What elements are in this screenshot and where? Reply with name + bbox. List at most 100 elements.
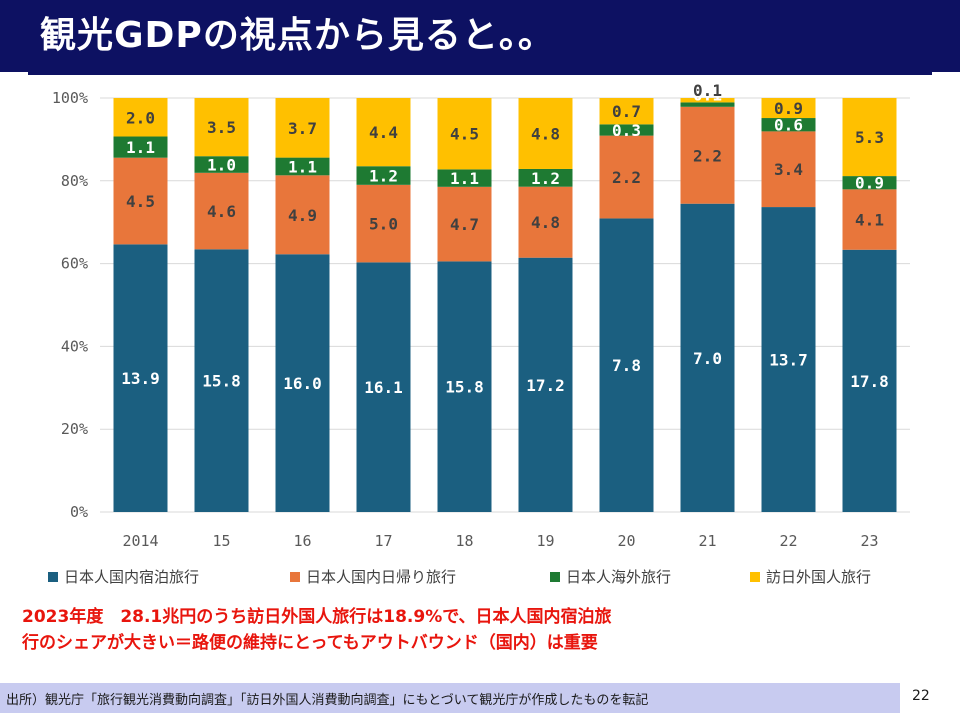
data-label: 4.1 — [855, 211, 884, 230]
source-text: 出所）観光庁「旅行観光消費動向調査」「訪日外国人消費動向調査」にもとづいて観光庁… — [6, 693, 649, 708]
bar-segment — [518, 168, 573, 187]
data-label: 17.8 — [850, 372, 889, 391]
legend-swatch — [48, 572, 58, 582]
data-label: 4.6 — [207, 202, 236, 221]
legend-swatch — [290, 572, 300, 582]
bar-segment — [275, 98, 330, 158]
bar-segment — [113, 157, 168, 245]
legend-label: 日本人国内日帰り旅行 — [306, 568, 456, 586]
bar-segment — [275, 157, 330, 176]
bar-segment — [680, 106, 735, 204]
legend-swatch — [550, 572, 560, 582]
data-label: 1.1 — [126, 138, 155, 157]
bar-segment — [437, 169, 492, 187]
bar-layer — [113, 98, 897, 513]
bar-segment — [680, 203, 735, 512]
data-label: 4.8 — [531, 124, 560, 143]
page-number: 22 — [912, 688, 930, 704]
x-tick-label: 16 — [293, 532, 311, 550]
data-label: 0.6 — [774, 116, 803, 135]
data-label: 2.2 — [612, 168, 641, 187]
data-label: 4.8 — [531, 213, 560, 232]
bar-segment — [113, 244, 168, 513]
bar-segment — [599, 98, 654, 125]
data-label: 2.0 — [126, 108, 155, 127]
title-bar: 観光GDPの視点から見ると。。 — [0, 0, 960, 72]
y-tick-label: 100% — [52, 89, 88, 107]
bar-segment — [437, 186, 492, 262]
bar-segment — [356, 184, 411, 263]
x-tick-label: 20 — [617, 532, 635, 550]
y-tick-label: 0% — [70, 503, 88, 521]
bar-segment — [437, 261, 492, 512]
bar-segment — [842, 98, 897, 177]
bar-segment — [356, 166, 411, 185]
data-label-layer: 13.9 4.5 1.1 2.0 15.8 4.6 1.0 3.5 16.0 4.9 1.1 3.7 1… — [121, 81, 889, 397]
bar-segment — [842, 189, 897, 250]
source-bar: 出所）観光庁「旅行観光消費動向調査」「訪日外国人消費動向調査」にもとづいて観光庁… — [0, 683, 900, 713]
bar-segment — [761, 207, 816, 512]
data-label: 1.1 — [450, 169, 479, 188]
data-label: 0.9 — [774, 99, 803, 118]
stacked-bar-chart: 13.9 4.5 1.1 2.0 15.8 4.6 1.0 3.5 16.0 4.9 1.1 3.7 1… — [48, 81, 910, 586]
data-label: 7.0 — [693, 349, 722, 368]
bar-segment — [518, 257, 573, 512]
x-tick-label: 21 — [698, 532, 716, 550]
legend-label: 訪日外国人旅行 — [766, 568, 871, 586]
data-label: 1.0 — [207, 156, 236, 175]
summary-note: 2023年度 28.1兆円のうち訪日外国人旅行は18.9%で、日本人国内宿泊旅 … — [22, 604, 612, 656]
y-tick-label: 40% — [61, 337, 88, 355]
data-label: 1.1 — [288, 157, 317, 176]
data-label: 13.7 — [769, 351, 808, 370]
bar-segment — [356, 98, 411, 167]
bar-segment — [275, 175, 330, 255]
bar-segment — [761, 98, 816, 119]
bar-segment — [518, 186, 573, 258]
x-tick-label: 23 — [860, 532, 878, 550]
x-tick-label: 18 — [455, 532, 473, 550]
data-label: 0.1 — [693, 81, 722, 100]
x-tick-label: 19 — [536, 532, 554, 550]
legend-label: 日本人国内宿泊旅行 — [64, 568, 199, 586]
bar-segment — [194, 156, 249, 173]
x-tick-label: 17 — [374, 532, 392, 550]
y-tick-label: 20% — [61, 420, 88, 438]
legend-label: 日本人海外旅行 — [566, 568, 671, 586]
bar-segment — [680, 98, 735, 103]
bar-segment — [599, 135, 654, 219]
bar-segment — [194, 172, 249, 250]
data-label: 16.0 — [283, 374, 322, 393]
legend: 日本人国内宿泊旅行 日本人国内日帰り旅行 日本人海外旅行 訪日外国人旅行 — [48, 568, 871, 586]
x-tick-label: 2014 — [122, 532, 158, 550]
data-label: 13.9 — [121, 369, 160, 388]
data-label: 3.7 — [288, 119, 317, 138]
data-label: 17.2 — [526, 376, 565, 395]
data-label: 4.9 — [288, 206, 317, 225]
data-label: 0.9 — [855, 174, 884, 193]
data-label: 15.8 — [445, 378, 484, 397]
bar-segment — [842, 176, 897, 190]
bar-segment — [194, 249, 249, 512]
data-label: 3.4 — [774, 160, 803, 179]
data-label: 5.3 — [855, 128, 884, 147]
bar-segment — [761, 131, 816, 208]
data-label: 1.2 — [369, 167, 398, 186]
data-label: 0.3 — [612, 121, 641, 140]
x-tick-label: 15 — [212, 532, 230, 550]
data-label: 4.5 — [450, 125, 479, 144]
summary-note-line-1: 2023年度 28.1兆円のうち訪日外国人旅行は18.9%で、日本人国内宿泊旅 — [22, 607, 612, 627]
bar-segment — [275, 254, 330, 512]
title-underline — [28, 72, 932, 75]
data-label: 1.2 — [531, 169, 560, 188]
bar-segment — [518, 98, 573, 169]
data-label: 2.2 — [693, 146, 722, 165]
legend-swatch — [750, 572, 760, 582]
data-label: 0.1 — [693, 85, 722, 104]
bar-segment — [437, 98, 492, 170]
bar-segment — [194, 98, 249, 157]
bar-segment — [113, 98, 168, 137]
data-label: 5.0 — [369, 215, 398, 234]
x-tick-label: 22 — [779, 532, 797, 550]
bar-segment — [680, 102, 735, 107]
bar-segment — [842, 249, 897, 512]
